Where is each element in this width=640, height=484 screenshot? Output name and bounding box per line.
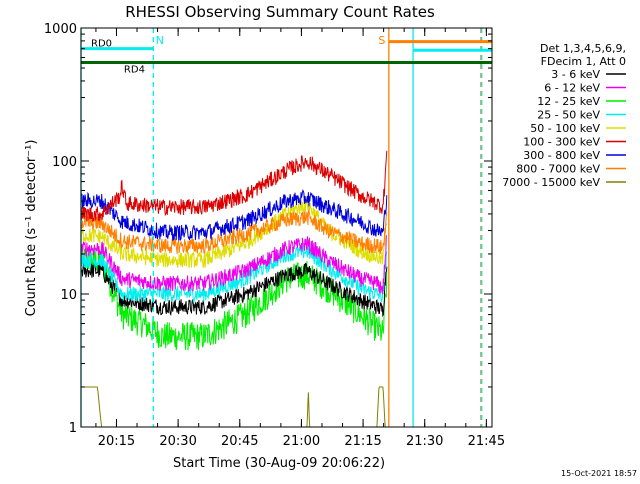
y-tick-label: 1000: [44, 22, 77, 37]
legend: Det 1,3,4,5,6,9,FDecim 1, Att 03 - 6 keV…: [502, 42, 626, 189]
legend-entry-label: 6 - 12 keV: [544, 82, 600, 95]
series-line-6-12-kev: [81, 235, 388, 295]
legend-entry-label: 12 - 25 keV: [537, 95, 600, 108]
x-tick-label: 21:15: [344, 434, 381, 449]
annotation-bar-label-rd4: RD4: [124, 65, 145, 76]
annotation-label-s: S: [378, 34, 385, 47]
legend-entry-label: 7000 - 15000 keV: [502, 176, 600, 189]
annotation-layer: RD0 RD4 N S: [80, 28, 492, 427]
x-tick-label: 20:30: [159, 434, 196, 449]
data-layer: [81, 150, 492, 427]
series-line-800-7000-kev: [81, 208, 388, 255]
x-tick-label: 21:30: [406, 434, 443, 449]
axis-layer: 20:15 20:30 20:45 21:00 21:15 21:30 21:45 1 10 10…: [44, 22, 505, 449]
y-tick-label: 10: [60, 288, 77, 303]
legend-header-line: FDecim 1, Att 0: [541, 55, 626, 68]
x-tick-label: 21:45: [468, 434, 505, 449]
legend-entry-label: 800 - 7000 keV: [516, 163, 600, 176]
series-line-25-50-kev: [81, 244, 388, 303]
series-line-50-100-kev: [81, 196, 388, 269]
series-line-300-800-kev: [81, 189, 388, 241]
x-axis-label: Start Time (30-Aug-09 20:06:22): [173, 456, 385, 471]
plot-frame: [80, 27, 493, 428]
annotation-bar-label-rd0: RD0: [91, 39, 112, 50]
series-line-100-300-kev: [81, 150, 388, 222]
series-line-3-6-kev: [81, 262, 388, 318]
y-tick-label: 100: [52, 155, 77, 170]
x-tick-label: 20:15: [98, 434, 135, 449]
legend-entry-label: 100 - 300 keV: [523, 136, 600, 149]
legend-entry-label: 300 - 800 keV: [523, 149, 600, 162]
legend-header-line: Det 1,3,4,5,6,9,: [540, 42, 626, 55]
legend-entry-label: 3 - 6 keV: [551, 68, 600, 81]
series-line-7000-15000-kev: [81, 386, 492, 427]
annotation-label-n: N: [156, 34, 164, 47]
y-tick-label: 1: [69, 421, 77, 436]
legend-entry-label: 25 - 50 keV: [537, 109, 600, 122]
footer-timestamp: 15-Oct-2021 18:57: [561, 469, 637, 478]
y-axis-label: Count Rate (s⁻¹ detector⁻¹): [24, 140, 39, 317]
x-tick-label: 20:45: [221, 434, 258, 449]
legend-entry-label: 50 - 100 keV: [530, 122, 600, 135]
chart-title: RHESSI Observing Summary Count Rates: [125, 3, 435, 21]
x-tick-label: 21:00: [283, 434, 320, 449]
